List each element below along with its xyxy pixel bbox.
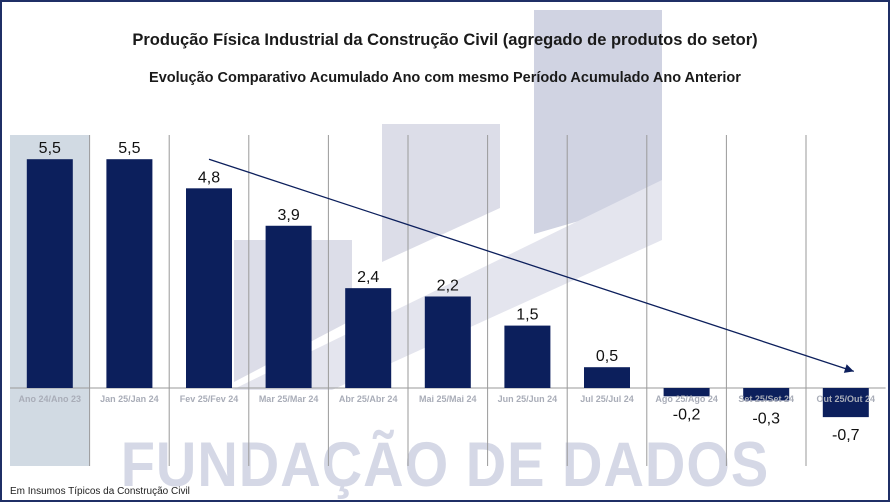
category-label-8: Ago 25/Ago 24 [655,394,718,404]
value-label-4: 2,4 [357,269,379,286]
footnote: Em Insumos Típicos da Construção Civil [10,486,190,497]
category-label-10: Out 25/Out 24 [817,394,876,404]
trend-arrow-head [843,364,854,373]
category-label-3: Mar 25/Mar 24 [259,394,319,404]
bar-2 [186,188,232,388]
value-label-8: -0,2 [673,406,701,423]
chart-title: Produção Física Industrial da Construção… [132,31,758,49]
bar-7 [584,367,630,388]
bar-9 [743,388,790,401]
category-label-1: Jan 25/Jan 24 [100,394,159,404]
value-label-2: 4,8 [198,169,220,186]
value-label-9: -0,3 [752,410,780,427]
bar-6 [504,325,551,388]
bar-8 [663,388,710,397]
category-label-9: Set 25/Set 24 [738,394,794,404]
category-label-2: Fev 25/Fev 24 [180,394,239,404]
value-label-3: 3,9 [277,207,299,224]
category-label-4: Abr 25/Abr 24 [339,394,398,404]
category-label-6: Jun 25/Jun 24 [498,394,558,404]
bar-4 [345,288,392,388]
category-label-5: Mai 25/Mai 24 [419,394,477,404]
bar-3 [265,225,312,388]
category-label-7: Jul 25/Jul 24 [580,394,634,404]
value-label-6: 1,5 [516,307,538,324]
bar-5 [424,296,471,388]
logo-shape-top [534,10,662,234]
logo-shape-mid [382,124,500,262]
logo-shape-diagonal [232,180,662,390]
value-label-10: -0,7 [832,427,860,444]
chart-subtitle: Evolução Comparativo Acumulado Ano com m… [149,70,741,86]
trend-arrow-line [208,158,855,372]
category-label-0: Ano 24/Ano 23 [19,394,82,404]
bar-10 [822,388,869,418]
value-label-1: 5,5 [118,140,140,157]
bar-1 [106,159,153,388]
value-label-0: 5,5 [39,140,61,157]
watermark: FUNDAÇÃO DE DADOS [120,429,770,500]
value-label-5: 2,2 [437,277,459,294]
value-label-7: 0,5 [596,348,618,365]
bar-0 [26,159,73,388]
